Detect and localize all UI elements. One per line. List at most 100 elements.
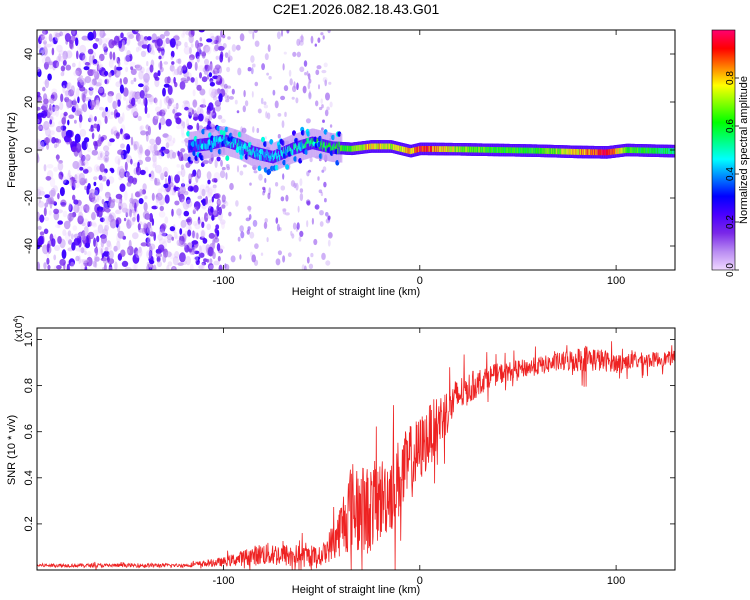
noise-cell bbox=[149, 243, 156, 250]
noise-cell bbox=[206, 38, 213, 43]
noise-cell bbox=[235, 44, 241, 51]
noise-cell bbox=[42, 245, 49, 249]
noise-cell bbox=[264, 178, 267, 183]
noise-cell bbox=[292, 85, 297, 93]
noise-cell bbox=[126, 50, 131, 57]
noise-cell bbox=[119, 168, 126, 179]
noise-cell bbox=[247, 205, 252, 211]
noise-cell bbox=[102, 266, 107, 270]
noise-cell bbox=[206, 214, 213, 219]
noise-cell bbox=[124, 161, 128, 172]
noise-cell bbox=[122, 36, 127, 43]
noise-cell bbox=[81, 104, 85, 112]
noise-cell bbox=[66, 82, 71, 90]
noise-cell bbox=[216, 243, 221, 252]
noise-cell bbox=[214, 64, 221, 70]
noise-cell bbox=[46, 257, 50, 265]
noise-cell bbox=[225, 98, 230, 103]
noise-cell bbox=[315, 100, 319, 107]
noise-cell bbox=[61, 80, 68, 89]
noise-cell bbox=[177, 171, 183, 176]
noise-cell bbox=[90, 221, 94, 227]
noise-cell bbox=[158, 122, 162, 130]
noise-cell bbox=[101, 37, 108, 44]
noise-cell bbox=[261, 63, 265, 71]
noise-cell bbox=[76, 87, 80, 98]
noise-cell bbox=[141, 44, 149, 49]
noise-cell bbox=[158, 195, 165, 206]
noise-cell bbox=[115, 99, 119, 109]
noise-cell bbox=[205, 183, 209, 189]
noise-cell bbox=[209, 78, 214, 83]
noise-cell bbox=[135, 46, 140, 53]
noise-cell bbox=[51, 47, 55, 56]
noise-cell bbox=[108, 213, 113, 220]
noise-cell bbox=[49, 103, 52, 111]
noise-cell bbox=[43, 93, 48, 102]
noise-cell bbox=[162, 87, 166, 97]
noise-cell bbox=[73, 204, 80, 214]
noise-cell bbox=[58, 160, 63, 164]
noise-cell bbox=[211, 196, 214, 203]
noise-cell bbox=[102, 256, 109, 265]
noise-cell bbox=[171, 61, 175, 65]
noise-cell bbox=[326, 106, 330, 111]
noise-cell bbox=[222, 43, 227, 49]
noise-cell bbox=[114, 209, 122, 215]
noise-cell bbox=[42, 46, 48, 56]
noise-cell bbox=[154, 106, 161, 113]
noise-cell bbox=[130, 136, 134, 146]
noise-cell bbox=[75, 247, 81, 252]
noise-cell bbox=[268, 75, 272, 80]
noise-cell bbox=[152, 264, 157, 270]
noise-cell bbox=[84, 185, 87, 191]
noise-cell bbox=[46, 164, 54, 169]
noise-cell bbox=[210, 91, 217, 99]
colorbar-tick-label: 0.8 bbox=[725, 71, 736, 85]
noise-cell bbox=[272, 89, 276, 96]
noise-cell bbox=[135, 63, 142, 70]
noise-cell bbox=[106, 216, 111, 226]
noise-cell bbox=[299, 188, 304, 193]
noise-cell bbox=[107, 258, 115, 265]
noise-cell bbox=[266, 237, 269, 243]
noise-cell bbox=[224, 263, 227, 269]
noise-cell bbox=[198, 265, 204, 270]
noise-cell bbox=[114, 65, 117, 75]
noise-cell bbox=[305, 199, 311, 205]
noise-cell bbox=[206, 110, 211, 115]
noise-cell bbox=[178, 241, 186, 247]
noise-cell bbox=[163, 30, 170, 37]
noise-cell bbox=[249, 231, 255, 239]
noise-cell bbox=[57, 192, 60, 200]
noise-cell bbox=[299, 193, 304, 201]
noise-cell bbox=[277, 113, 282, 117]
noise-cell bbox=[37, 112, 45, 118]
noise-cell bbox=[96, 195, 102, 201]
noise-cell bbox=[75, 37, 79, 46]
noise-cell bbox=[106, 179, 110, 187]
noise-cell bbox=[91, 149, 99, 156]
noise-cell bbox=[174, 174, 181, 184]
noise-cell bbox=[226, 85, 232, 89]
noise-cell bbox=[44, 43, 47, 54]
noise-cell bbox=[177, 188, 180, 194]
noise-cell bbox=[81, 92, 86, 102]
noise-cell bbox=[183, 210, 190, 217]
noise-cell bbox=[78, 77, 84, 83]
noise-cell bbox=[157, 70, 161, 77]
noise-cell bbox=[127, 104, 134, 109]
noise-cell bbox=[45, 127, 51, 137]
noise-cell bbox=[109, 51, 113, 60]
noise-cell bbox=[164, 234, 168, 243]
noise-cell bbox=[87, 231, 95, 240]
noise-cell bbox=[87, 147, 92, 153]
noise-cell bbox=[125, 98, 129, 107]
noise-cell bbox=[154, 150, 162, 156]
noise-cell bbox=[147, 125, 151, 136]
noise-cell bbox=[206, 258, 209, 263]
noise-cell bbox=[74, 133, 81, 143]
noise-cell bbox=[158, 244, 165, 253]
noise-cell bbox=[248, 30, 253, 34]
noise-cell bbox=[180, 148, 186, 153]
